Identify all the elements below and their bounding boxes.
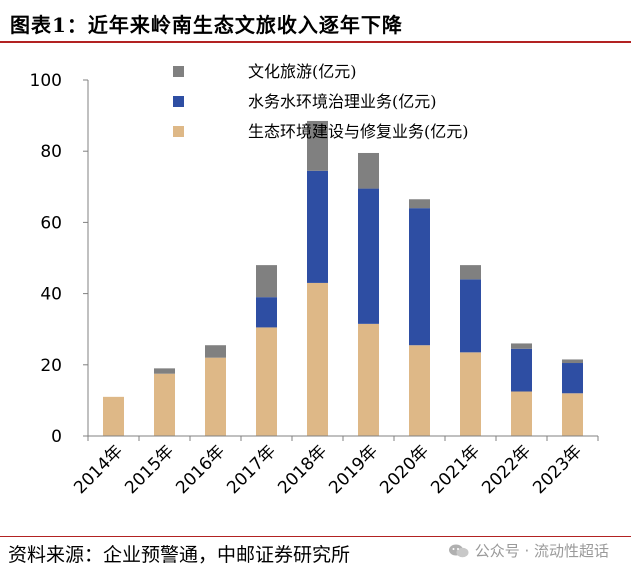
x-tick-label-2: 2015年 bbox=[121, 441, 178, 498]
legend-swatch-3 bbox=[173, 126, 184, 137]
bar-1-2 bbox=[154, 373, 175, 436]
x-tick-label-1: 2014年 bbox=[70, 441, 127, 498]
title-rule bbox=[0, 41, 631, 43]
legend-swatch-1 bbox=[173, 66, 184, 77]
bar-2-10 bbox=[562, 363, 583, 394]
y-tick-label-5: 80 bbox=[40, 142, 62, 162]
bar-3-9 bbox=[511, 343, 532, 349]
bar-1-8 bbox=[460, 352, 481, 436]
bar-1-10 bbox=[562, 393, 583, 436]
y-tick-label-2: 20 bbox=[40, 356, 62, 376]
legend-label-3: 生态环境建设与修复业务(亿元) bbox=[248, 122, 469, 141]
bar-2-4 bbox=[256, 297, 277, 328]
chart-title: 图表1：近年来岭南生态文旅收入逐年下降 bbox=[10, 13, 403, 37]
bar-1-4 bbox=[256, 327, 277, 436]
bar-1-1 bbox=[103, 396, 124, 436]
x-tick-label-10: 2023年 bbox=[529, 441, 586, 498]
stacked-bar-chart: 0 20 40 60 80 100 2014年2015年2016年2017年2018年201… bbox=[30, 62, 599, 498]
y-tick-label-1: 0 bbox=[51, 427, 62, 447]
bar-2-9 bbox=[511, 348, 532, 392]
bar-3-4 bbox=[256, 265, 277, 298]
legend-label-1: 文化旅游(亿元) bbox=[248, 62, 357, 81]
source-note: 资料来源：企业预警通，中邮证券研究所 bbox=[8, 544, 351, 566]
bar-1-9 bbox=[511, 391, 532, 436]
bar-3-3 bbox=[205, 345, 226, 358]
watermark: 公众号 · 流动性超话 bbox=[448, 540, 609, 561]
x-tick-label-3: 2016年 bbox=[172, 441, 229, 498]
x-tick-label-8: 2021年 bbox=[427, 441, 484, 498]
bar-3-10 bbox=[562, 359, 583, 364]
x-tick-label-7: 2020年 bbox=[376, 441, 433, 498]
bars-layer bbox=[103, 120, 583, 436]
bar-3-6 bbox=[358, 152, 379, 189]
x-tick-label-5: 2018年 bbox=[274, 441, 331, 498]
bar-3-5 bbox=[307, 120, 328, 171]
bar-1-5 bbox=[307, 282, 328, 436]
legend-label-2: 水务水环境治理业务(亿元) bbox=[248, 92, 437, 111]
y-tick-label-6: 100 bbox=[30, 71, 62, 91]
footer-rule bbox=[0, 536, 631, 537]
bar-1-3 bbox=[205, 357, 226, 436]
legend-swatch-2 bbox=[173, 96, 184, 107]
x-tick-label-9: 2022年 bbox=[478, 441, 535, 498]
x-tick-label-6: 2019年 bbox=[325, 441, 382, 498]
bar-3-7 bbox=[409, 199, 430, 209]
bar-2-8 bbox=[460, 279, 481, 353]
legend: 文化旅游(亿元) 水务水环境治理业务(亿元) 生态环境建设与修复业务(亿元) bbox=[173, 62, 469, 141]
bar-2-5 bbox=[307, 170, 328, 283]
wechat-icon bbox=[448, 544, 469, 557]
bar-2-7 bbox=[409, 208, 430, 346]
chart-header: 图表1：近年来岭南生态文旅收入逐年下降 bbox=[0, 0, 631, 44]
y-tick-label-3: 40 bbox=[40, 285, 62, 305]
bar-3-2 bbox=[154, 368, 175, 374]
watermark-text: 公众号 · 流动性超话 bbox=[474, 542, 609, 560]
bar-2-6 bbox=[358, 188, 379, 324]
bar-1-7 bbox=[409, 345, 430, 436]
bar-1-6 bbox=[358, 323, 379, 436]
x-tick-label-4: 2017年 bbox=[223, 441, 280, 498]
bar-3-8 bbox=[460, 265, 481, 280]
y-tick-label-4: 60 bbox=[40, 213, 62, 233]
